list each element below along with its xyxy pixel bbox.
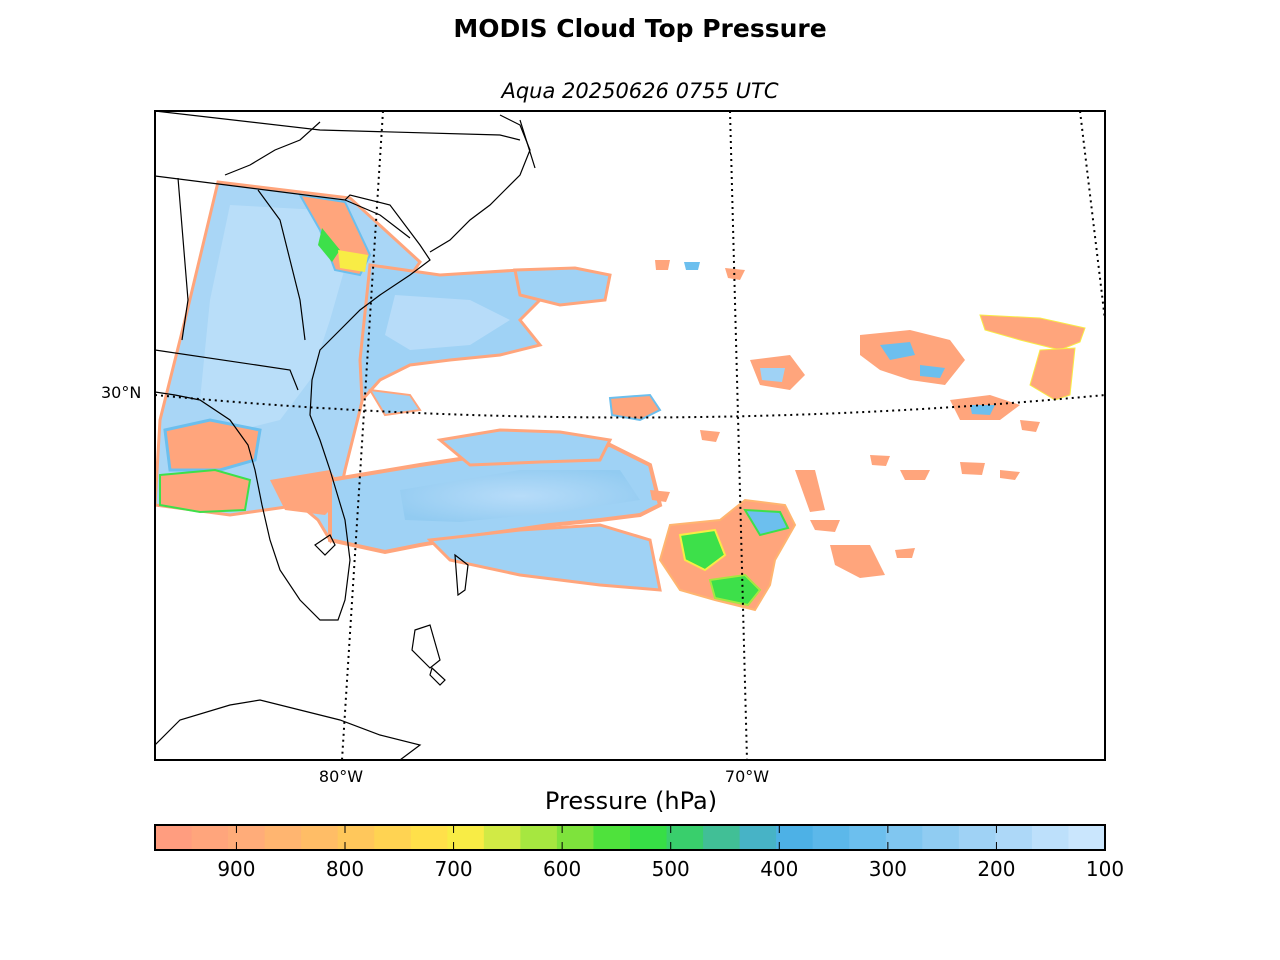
colorbar-swatch	[447, 825, 485, 850]
colorbar-swatch	[666, 825, 704, 850]
colorbar-swatch	[703, 825, 741, 850]
colorbar-swatch	[374, 825, 412, 850]
colorbar-swatch	[812, 825, 850, 850]
colorbar-swatch	[1031, 825, 1070, 850]
cloud-swath-ocean	[328, 263, 663, 592]
colorbar-tick-label: 900	[217, 857, 256, 881]
colorbar-tick-label: 800	[325, 857, 365, 881]
colorbar-frame	[154, 824, 1106, 851]
map-area	[155, 111, 1105, 760]
colorbar-swatch	[885, 825, 923, 850]
colorbar-swatch	[593, 825, 631, 850]
colorbar-swatch	[1068, 825, 1106, 850]
colorbar-tick-label: 200	[977, 857, 1016, 881]
colorbar	[154, 824, 1106, 851]
colorbar-tick-label: 300	[868, 857, 907, 881]
colorbar-tick-label: 500	[651, 857, 690, 881]
colorbar-swatch	[228, 825, 266, 850]
colorbar-swatch	[849, 825, 887, 850]
cloud-cluster-mid	[658, 498, 797, 612]
colorbar-tick-label: 700	[434, 857, 473, 881]
lon-label-80w: 80°W	[318, 767, 364, 786]
colorbar-swatch	[301, 825, 339, 850]
colorbar-tick-label: 600	[543, 857, 582, 881]
coastlines	[155, 111, 536, 760]
graticule	[155, 111, 1105, 760]
chart-title: MODIS Cloud Top Pressure	[453, 14, 827, 43]
colorbar-swatch	[410, 825, 448, 850]
colorbar-swatch	[191, 825, 229, 850]
colorbar-swatch	[337, 825, 375, 850]
chart-subtitle: Aqua 20250626 0755 UTC	[501, 79, 779, 103]
map-frame	[154, 110, 1106, 761]
colorbar-swatch	[958, 825, 996, 850]
colorbar-tick-label: 400	[760, 857, 799, 881]
colorbar-swatch	[922, 825, 960, 850]
colorbar-tick-label: 100	[1085, 857, 1125, 881]
colorbar-label: Pressure (hPa)	[544, 787, 718, 815]
lon-label-70w: 70°W	[724, 767, 770, 786]
colorbar-swatch	[483, 825, 521, 850]
colorbar-swatch	[155, 825, 193, 850]
colorbar-swatch	[739, 825, 777, 850]
colorbar-swatch	[556, 825, 595, 850]
colorbar-swatch	[520, 825, 558, 850]
lat-label-30n: 30°N	[101, 383, 142, 402]
colorbar-swatch	[995, 825, 1033, 850]
cloud-fragments-east	[608, 260, 1086, 578]
colorbar-swatch	[264, 825, 302, 850]
cloud-swath-west	[155, 180, 422, 545]
colorbar-swatch	[776, 825, 814, 850]
colorbar-swatch	[630, 825, 668, 850]
